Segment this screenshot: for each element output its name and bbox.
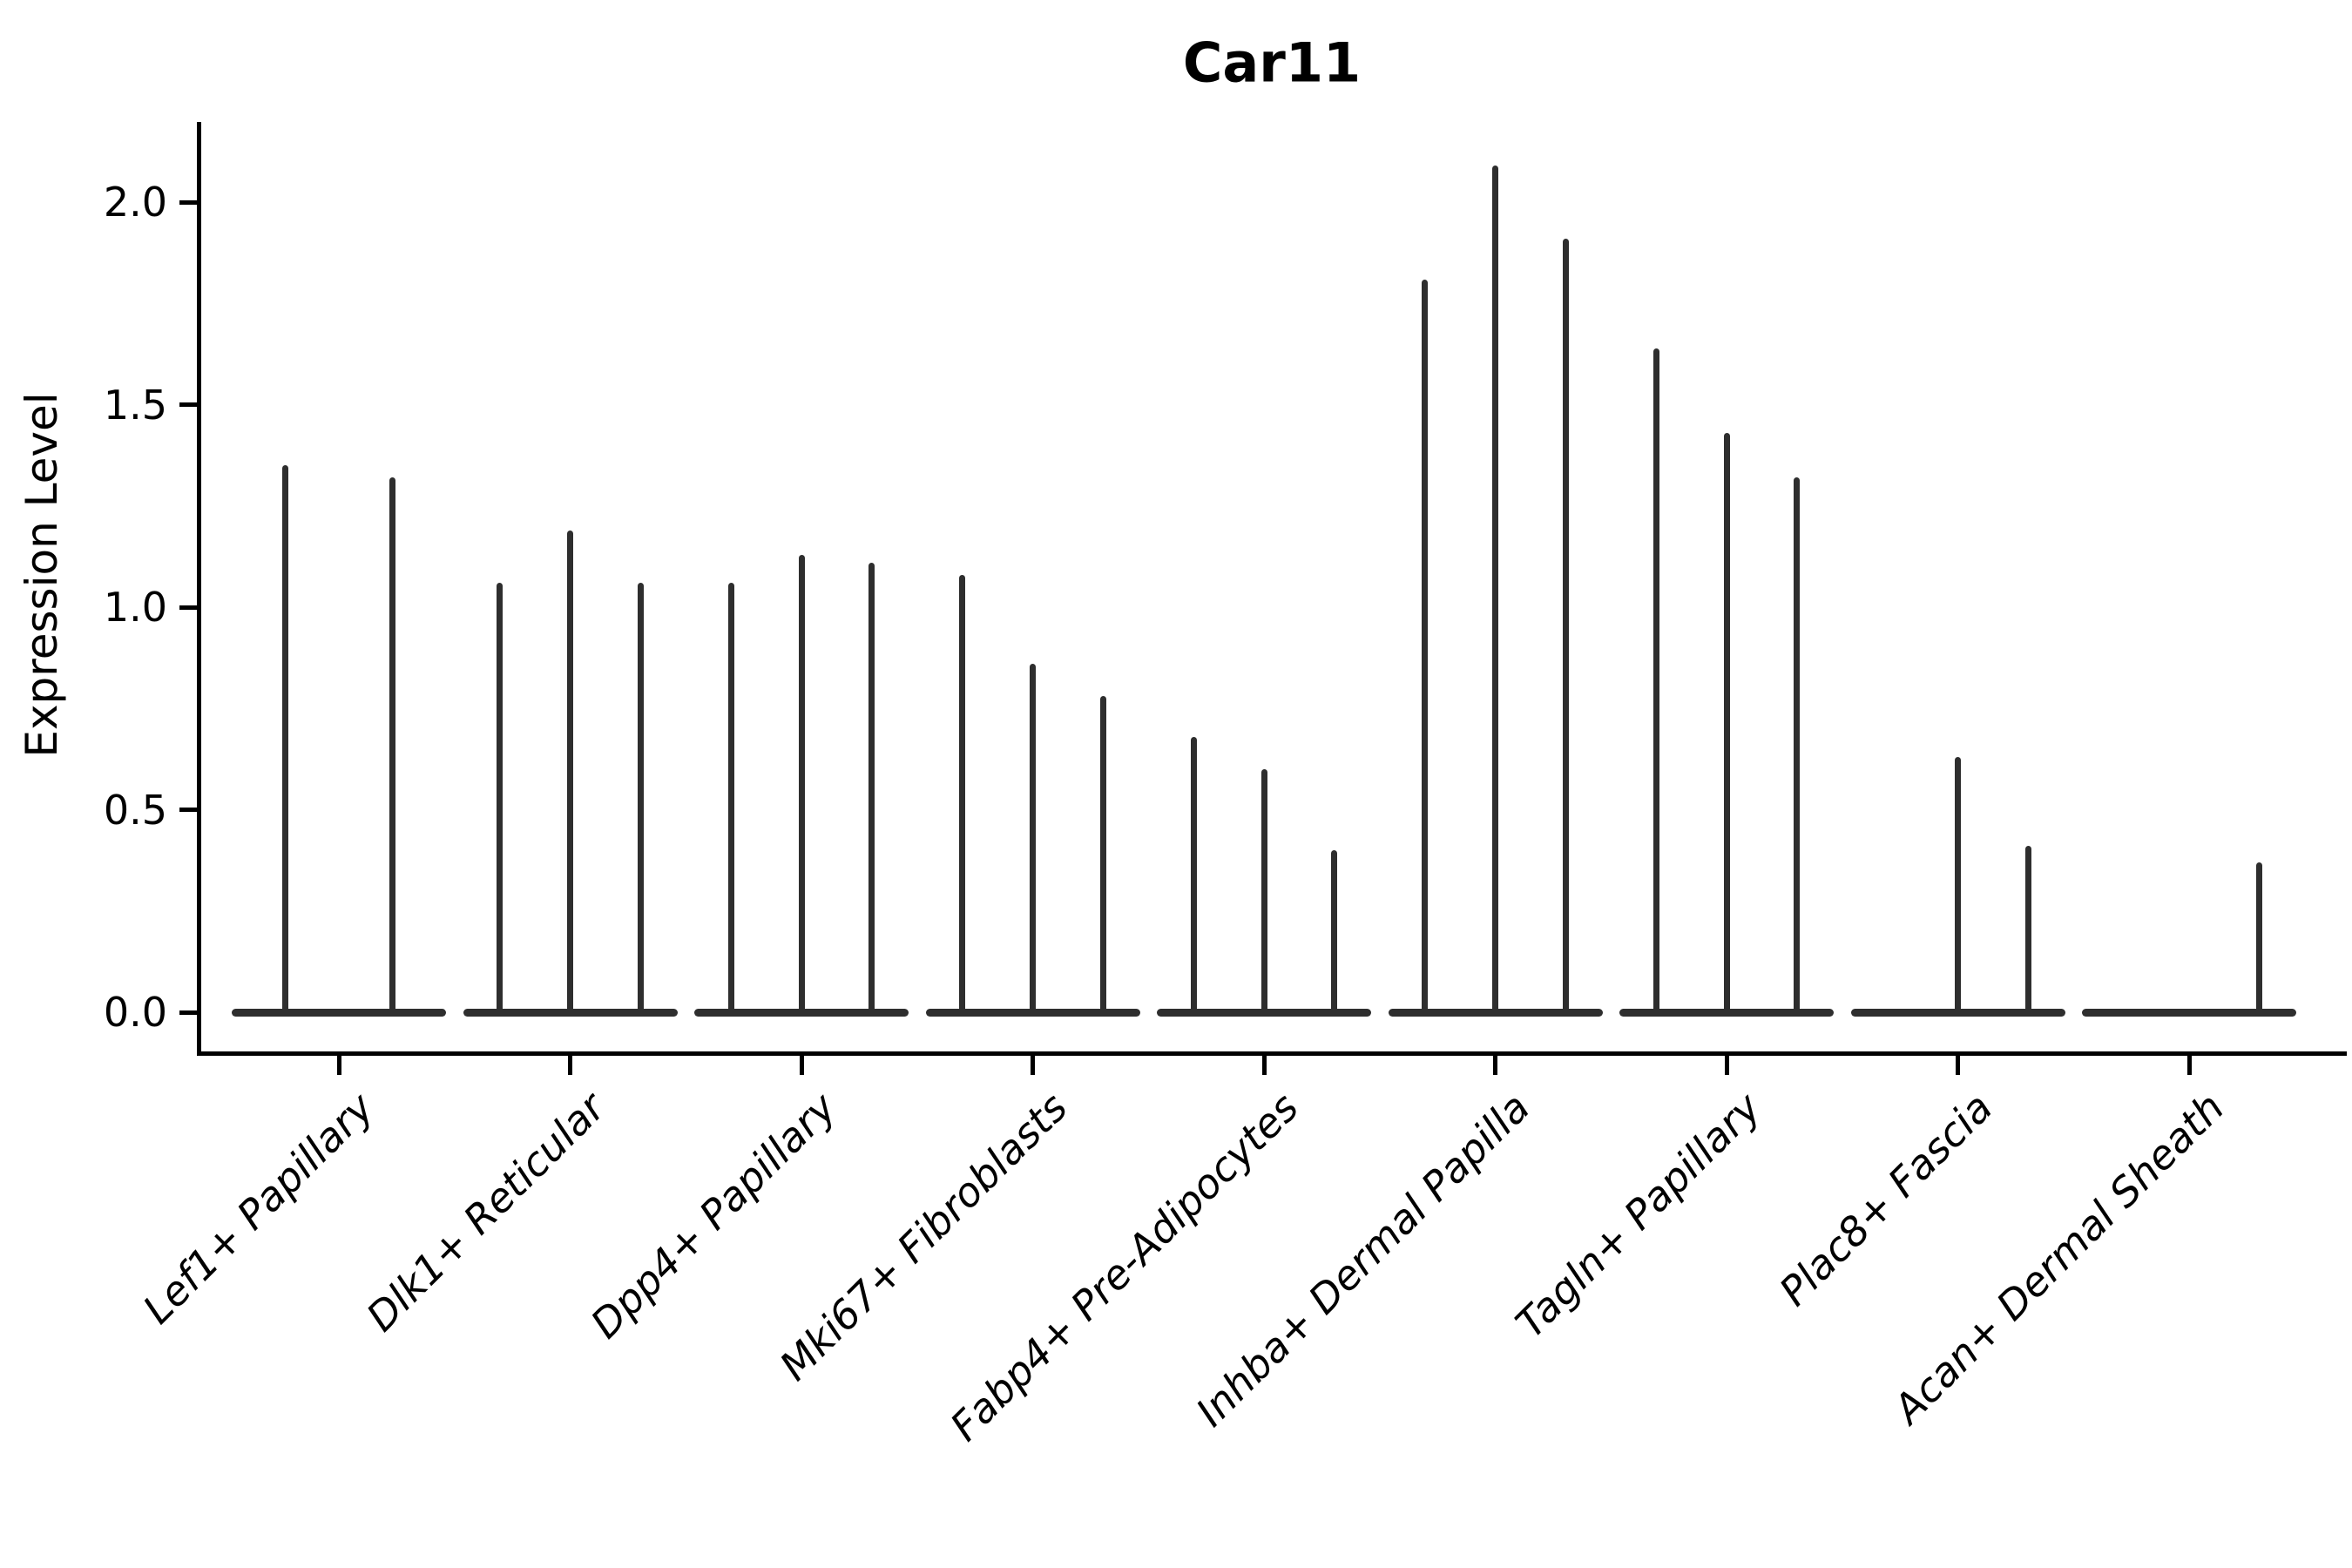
x-tick-mark — [1261, 1056, 1267, 1075]
y-axis-spine — [197, 122, 201, 1056]
y-tick-mark — [179, 1010, 197, 1015]
x-tick-mark — [336, 1056, 341, 1075]
y-tick-label: 0.5 — [103, 786, 167, 834]
y-tick-label: 0.0 — [103, 989, 167, 1036]
violin-spike — [2256, 862, 2263, 1012]
x-tick-label: Plac8+ Fascia — [1770, 1084, 2002, 1315]
y-tick-mark — [179, 402, 197, 408]
violin-baseline — [925, 1008, 1140, 1017]
violin-spike — [1099, 696, 1106, 1012]
violin-baseline — [232, 1008, 446, 1017]
violin-spike — [1794, 477, 1801, 1012]
violin-baseline — [2082, 1008, 2296, 1017]
violin-spike — [1422, 279, 1429, 1012]
violin-baseline — [1619, 1008, 1834, 1017]
violin-spike — [1652, 348, 1659, 1012]
violin-spike — [798, 554, 805, 1012]
violin-spike — [1260, 769, 1267, 1012]
y-tick-mark — [179, 199, 197, 205]
violin-spike — [1723, 433, 1730, 1012]
y-tick-label: 1.0 — [103, 584, 167, 632]
x-tick-label: Tagln+ Papillary — [1506, 1084, 1771, 1348]
x-tick-mark — [1724, 1056, 1729, 1075]
violin-spike — [389, 477, 395, 1012]
violin-baseline — [1388, 1008, 1603, 1017]
violin-spike — [282, 465, 289, 1012]
x-tick-mark — [1031, 1056, 1035, 1075]
x-tick-mark — [568, 1056, 572, 1075]
violin-spike — [1562, 239, 1569, 1012]
violin-spike — [1492, 166, 1498, 1012]
violin-baseline — [463, 1008, 678, 1017]
violin-spike — [727, 583, 734, 1012]
violin-spike — [637, 583, 644, 1012]
violin-spike — [567, 530, 573, 1012]
violin-baseline — [1157, 1008, 1371, 1017]
y-tick-label: 2.0 — [103, 179, 167, 226]
violin-spike — [2024, 846, 2031, 1012]
y-axis-label: Expression Level — [17, 392, 67, 758]
x-tick-mark — [1956, 1056, 1960, 1075]
violin-baseline — [1850, 1008, 2065, 1017]
violin-spike — [1190, 736, 1197, 1012]
y-tick-mark — [179, 808, 197, 813]
x-tick-mark — [799, 1056, 804, 1075]
x-axis-spine — [197, 1051, 2347, 1056]
x-tick-label: Lef1+ Papillary — [133, 1084, 383, 1333]
y-tick-mark — [179, 605, 197, 610]
violin-spike — [1030, 664, 1036, 1012]
violin-spike — [868, 563, 875, 1012]
violin-spike — [1331, 850, 1338, 1012]
y-tick-label: 1.5 — [103, 381, 167, 429]
x-tick-mark — [1493, 1056, 1497, 1075]
violin-baseline — [694, 1008, 909, 1017]
x-tick-label: Dpp4+ Papillary — [581, 1084, 846, 1348]
violin-spike — [959, 574, 966, 1012]
violin-spike — [1955, 757, 1961, 1012]
x-tick-mark — [2186, 1056, 2192, 1075]
chart-title: Car11 — [1182, 30, 1362, 95]
x-tick-label: Dlk1+ Reticular — [357, 1084, 614, 1341]
violin-spike — [497, 583, 504, 1012]
